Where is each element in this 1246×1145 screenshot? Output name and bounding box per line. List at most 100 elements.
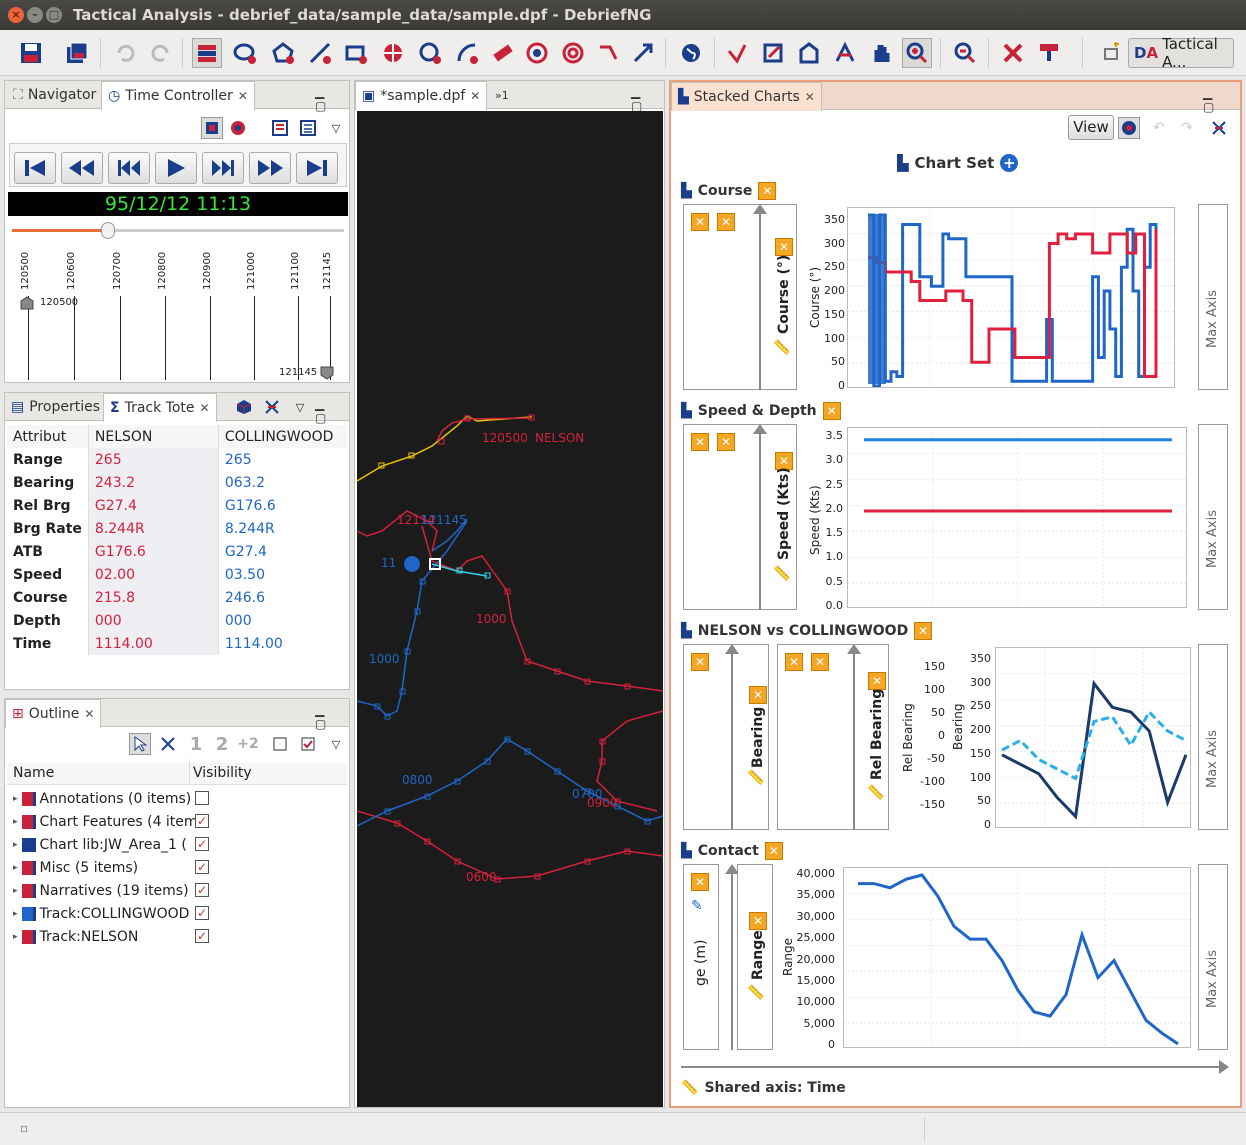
view-minmax-icon[interactable]: ▁ ▢ <box>1203 86 1221 114</box>
cube-icon[interactable] <box>233 396 255 418</box>
expand-arrow-icon[interactable]: ▸ <box>13 931 18 942</box>
tab-navigator[interactable]: ⛶ Navigator <box>7 81 102 109</box>
close-tab-icon[interactable]: ✕ <box>237 89 248 103</box>
remove-axis-icon[interactable]: ✕ <box>775 238 793 256</box>
step-forward-large-button[interactable] <box>249 152 291 184</box>
remove-axis-icon[interactable]: ✕ <box>691 213 709 231</box>
view-minmax-icon[interactable]: ▁ ▢ <box>315 703 333 731</box>
remove-axis-icon[interactable]: ✕ <box>811 653 829 671</box>
tab-outline[interactable]: ⊞ Outline ✕ <box>5 699 102 728</box>
nvc-plot-area[interactable] <box>995 647 1191 828</box>
line-icon[interactable] <box>305 38 335 68</box>
more-tabs-button[interactable]: »1 <box>495 88 509 102</box>
view-minmax-icon[interactable]: ▁ ▢ <box>315 397 333 425</box>
expand-arrow-icon[interactable]: ▸ <box>13 885 18 896</box>
globe-icon[interactable] <box>676 38 706 68</box>
column-header[interactable]: Attribut <box>7 425 89 448</box>
remove-axis-icon[interactable]: ✕ <box>749 686 767 704</box>
measure-icon[interactable] <box>830 38 860 68</box>
end-marker-icon[interactable] <box>320 366 334 384</box>
visibility-checkbox[interactable]: ✓ <box>195 883 209 897</box>
tree-item[interactable]: ▸ Chart Features (4 item <box>13 810 198 833</box>
move-down-icon[interactable]: 2 <box>215 733 229 755</box>
paint-roller-icon[interactable] <box>1034 38 1064 68</box>
save-icon[interactable] <box>16 38 46 68</box>
expand-arrow-icon[interactable]: ▸ <box>13 908 18 919</box>
remove-axis-icon[interactable]: ✕ <box>749 912 767 930</box>
remove-axis-icon[interactable]: ✕ <box>691 653 709 671</box>
remove-chart-icon[interactable]: ✕ <box>764 842 783 860</box>
record-icon[interactable] <box>227 117 249 139</box>
target-icon[interactable] <box>522 38 552 68</box>
select-icon[interactable] <box>722 38 752 68</box>
tree-item[interactable]: ▸ Narratives (19 items) <box>13 879 189 902</box>
perspective-tactical-button[interactable]: DA Tactical A... <box>1128 35 1234 71</box>
window-maximize-button[interactable]: □ <box>46 7 62 23</box>
label-icon[interactable] <box>488 38 518 68</box>
film-icon[interactable] <box>201 117 223 139</box>
window-minimize-button[interactable]: – <box>27 7 43 23</box>
tree-item[interactable]: ▸ Annotations (0 items) <box>13 787 191 810</box>
remove-axis-icon[interactable]: ✕ <box>785 653 803 671</box>
rectangle-icon[interactable] <box>341 38 371 68</box>
collapse-icon[interactable] <box>261 396 283 418</box>
properties-list-icon[interactable] <box>269 117 291 139</box>
expand-arrow-icon[interactable]: ▸ <box>13 862 18 873</box>
view-menu-icon[interactable]: ▽ <box>331 121 341 135</box>
tree-item[interactable]: ▸ Chart lib:JW_Area_1 ( <box>13 833 187 856</box>
expand-arrow-icon[interactable]: ▸ <box>13 816 18 827</box>
redo-icon[interactable] <box>146 38 176 68</box>
save-all-icon[interactable] <box>62 38 92 68</box>
visibility-checkbox[interactable]: ✓ <box>195 906 209 920</box>
expand-arrow-icon[interactable]: ▸ <box>13 793 18 804</box>
tab-track-tote[interactable]: Σ Track Tote ✕ <box>103 393 217 422</box>
window-close-button[interactable]: × <box>8 7 24 23</box>
tree-item[interactable]: ▸ Track:COLLINGWOOD <box>13 902 189 925</box>
visibility-checkbox[interactable] <box>195 791 209 805</box>
remove-chart-icon[interactable]: ✕ <box>822 402 841 420</box>
zoom-out-icon[interactable] <box>950 38 980 68</box>
remove-axis-icon[interactable]: ✕ <box>717 213 735 231</box>
arrow-icon[interactable] <box>628 38 658 68</box>
undo-icon[interactable]: ↶ <box>1153 120 1165 136</box>
close-tab-icon[interactable]: ✕ <box>804 90 815 104</box>
course-plot-area[interactable] <box>847 207 1175 388</box>
remove-axis-icon[interactable]: ✕ <box>717 433 735 451</box>
close-tab-icon[interactable]: ✕ <box>470 89 481 103</box>
undo-icon[interactable] <box>110 38 140 68</box>
circle-icon[interactable] <box>415 38 445 68</box>
tree-item[interactable]: ▸ Track:NELSON <box>13 925 138 948</box>
visibility-checkbox[interactable]: ✓ <box>195 929 209 943</box>
contact-plot-area[interactable] <box>843 867 1191 1048</box>
list-icon[interactable] <box>297 117 319 139</box>
ruler-icon[interactable] <box>794 38 824 68</box>
remove-axis-icon[interactable]: ✕ <box>691 873 709 891</box>
step-back-button[interactable] <box>108 152 150 184</box>
remove-axis-icon[interactable]: ✕ <box>691 433 709 451</box>
remove-chart-icon[interactable]: ✕ <box>758 182 777 200</box>
remove-axis-icon[interactable]: ✕ <box>868 672 886 690</box>
start-marker-icon[interactable] <box>20 296 34 314</box>
speed-plot-area[interactable] <box>847 427 1187 608</box>
check-all-icon[interactable] <box>297 733 319 755</box>
visibility-checkbox[interactable]: ✓ <box>195 814 209 828</box>
column-header[interactable]: COLLINGWOOD <box>224 428 334 445</box>
column-header-visibility[interactable]: Visibility <box>193 765 252 781</box>
expand-arrow-icon[interactable]: ▸ <box>13 839 18 850</box>
fit-to-window-icon[interactable] <box>998 38 1028 68</box>
uncheck-all-icon[interactable] <box>269 733 291 755</box>
pan-hand-icon[interactable] <box>866 38 896 68</box>
ellipse-icon[interactable] <box>230 38 260 68</box>
time-slider-thumb[interactable] <box>101 222 115 239</box>
redo-icon[interactable]: ↷ <box>1181 120 1193 136</box>
tab-stacked-charts[interactable]: ▙ Stacked Charts ✕ <box>671 82 822 111</box>
visibility-checkbox[interactable]: ✓ <box>195 837 209 851</box>
arc-icon[interactable] <box>452 38 482 68</box>
time-slider-track[interactable] <box>12 229 344 232</box>
view-menu-icon[interactable]: ▽ <box>295 400 305 414</box>
step-forward-button[interactable] <box>202 152 244 184</box>
move-up-icon[interactable]: 1 <box>189 733 203 755</box>
tab-time-controller[interactable]: ◷ Time Controller ✕ <box>101 81 255 110</box>
tab-properties[interactable]: ▤ Properties <box>5 393 106 421</box>
remove-chart-icon[interactable]: ✕ <box>914 622 933 640</box>
